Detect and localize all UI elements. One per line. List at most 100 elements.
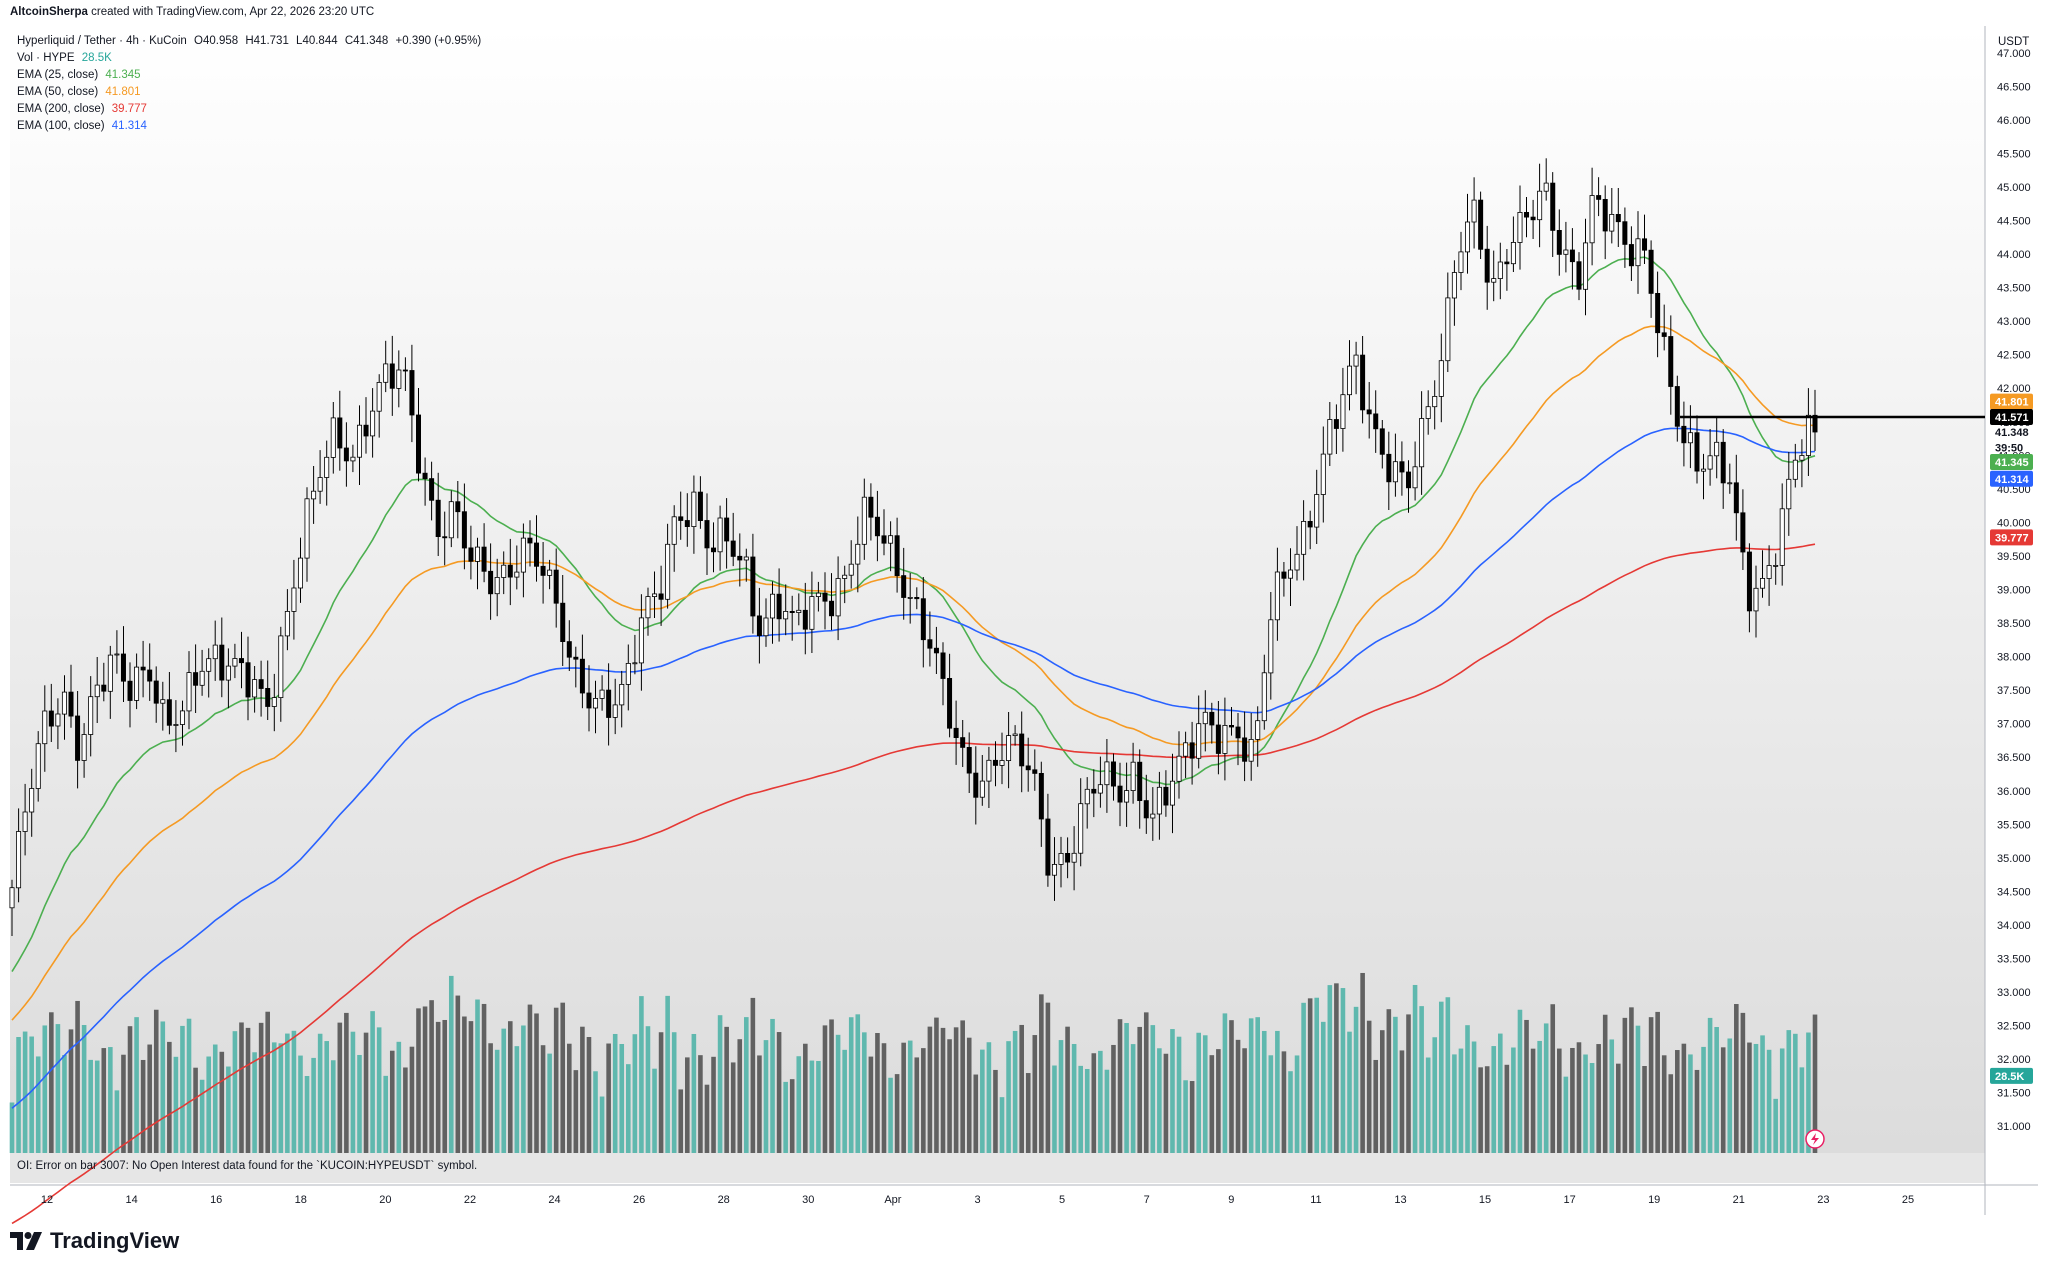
legend-ema100-row[interactable]: EMA (100, close) 41.314 — [17, 118, 151, 134]
volume-bar — [448, 975, 454, 1153]
legend-ema200-row[interactable]: EMA (200, close) 39.777 — [17, 101, 151, 117]
price-tick-label: 47.000 — [1997, 48, 2031, 60]
tradingview-logo[interactable]: TradingView — [10, 1228, 179, 1254]
candle-body — [874, 516, 880, 537]
candle-body — [1406, 471, 1412, 489]
candle-body — [415, 414, 421, 474]
volume-bar — [265, 1011, 270, 1153]
volume-bar — [1052, 1065, 1057, 1153]
candle-body — [1438, 360, 1444, 397]
candle-body — [1248, 739, 1254, 762]
legend-ema25-value: 41.345 — [105, 69, 141, 81]
legend-volume-row[interactable]: Vol · HYPE 28.5K — [17, 50, 116, 66]
candle-body — [1386, 453, 1392, 483]
legend-symbol[interactable]: Hyperliquid / Tether · 4h · KuCoin — [17, 35, 187, 47]
candle-body — [461, 511, 467, 549]
candle-body — [1773, 565, 1779, 567]
volume-bar — [776, 1032, 782, 1153]
candle-body — [1583, 242, 1589, 290]
volume-bar — [206, 1056, 211, 1153]
volume-bar — [1537, 1040, 1542, 1153]
volume-bar — [599, 1096, 605, 1153]
candle-body — [1150, 813, 1156, 819]
candle-body — [297, 557, 303, 589]
volume-bars — [9, 972, 1818, 1153]
candle-body — [1471, 199, 1477, 223]
volume-bar — [1720, 1047, 1726, 1153]
volume-bar — [1760, 1035, 1765, 1153]
volume-bar — [350, 1031, 356, 1153]
volume-bar — [330, 1060, 336, 1153]
price-tick-label: 34.000 — [1997, 920, 2031, 932]
candle-body — [652, 593, 658, 598]
lightning-icon[interactable] — [1805, 1129, 1825, 1149]
volume-bar — [750, 997, 756, 1153]
candle-body — [1760, 578, 1766, 589]
volume-bar — [1091, 1053, 1097, 1153]
candle-body — [1602, 198, 1608, 232]
candle-body — [1163, 786, 1169, 806]
price-tick-label: 44.000 — [1997, 249, 2031, 261]
candle-body — [153, 680, 159, 704]
volume-bar — [1078, 1065, 1083, 1153]
candle-body — [737, 555, 743, 561]
legend-vol-label: Vol · HYPE — [17, 52, 75, 64]
candle-body — [9, 887, 15, 909]
candle-body — [1530, 216, 1536, 221]
volume-bar — [685, 1057, 690, 1153]
volume-bar — [416, 1008, 421, 1153]
legend-ema50-row[interactable]: EMA (50, close) 41.801 — [17, 84, 145, 100]
volume-bar — [816, 1060, 821, 1153]
volume-bar — [1006, 1041, 1011, 1153]
candle-body — [730, 540, 736, 557]
candle-body — [1491, 278, 1497, 283]
volume-bar — [789, 1079, 795, 1153]
candle-body — [1333, 419, 1339, 429]
candle-body — [324, 456, 330, 478]
volume-bar — [376, 1027, 382, 1153]
legend-low: L40.844 — [296, 35, 338, 47]
candle-body — [337, 417, 343, 449]
legend-ema25-row[interactable]: EMA (25, close) 41.345 — [17, 67, 145, 83]
tradingview-logo-icon — [10, 1232, 42, 1250]
volume-bar — [1216, 1049, 1221, 1153]
volume-bar — [1045, 1002, 1051, 1153]
candle-body — [402, 369, 408, 372]
candle-body — [481, 546, 487, 572]
volume-bar — [1707, 1017, 1713, 1153]
candle-body — [966, 747, 972, 774]
candle-body — [704, 520, 710, 549]
volume-bar — [337, 1022, 343, 1153]
price-badge-label: 28.5K — [1995, 1071, 2024, 1083]
candle-body — [560, 602, 566, 643]
volume-bar — [1694, 1069, 1700, 1153]
volume-bar — [1334, 983, 1339, 1153]
candle-body — [389, 363, 395, 389]
candle-body — [1078, 803, 1084, 854]
volume-bar — [442, 1019, 448, 1153]
price-badge — [1990, 409, 2033, 425]
candle-body — [55, 713, 61, 727]
candle-body — [343, 447, 349, 462]
candle-body — [1117, 785, 1123, 803]
volume-bar — [835, 1034, 841, 1153]
volume-bar — [455, 995, 461, 1153]
volume-bar — [1465, 1025, 1470, 1153]
volume-bar — [1157, 1048, 1162, 1153]
candle-body — [61, 691, 67, 715]
legend-symbol-row[interactable]: Hyperliquid / Tether · 4h · KuCoin O40.9… — [17, 33, 485, 49]
time-tick-label: 15 — [1479, 1194, 1491, 1206]
volume-bar — [1498, 1033, 1503, 1153]
volume-bar — [1294, 1055, 1300, 1153]
candle-body — [140, 666, 146, 671]
volume-bar — [494, 1049, 500, 1153]
volume-bar — [1183, 1080, 1188, 1153]
candle-body — [42, 710, 48, 745]
volume-bar — [1668, 1074, 1674, 1153]
volume-bar — [1806, 1032, 1811, 1153]
price-badge-label: 41.571 — [1995, 412, 2029, 424]
candle-body — [271, 697, 277, 707]
candle-body — [632, 662, 638, 665]
candle-body — [822, 592, 828, 602]
